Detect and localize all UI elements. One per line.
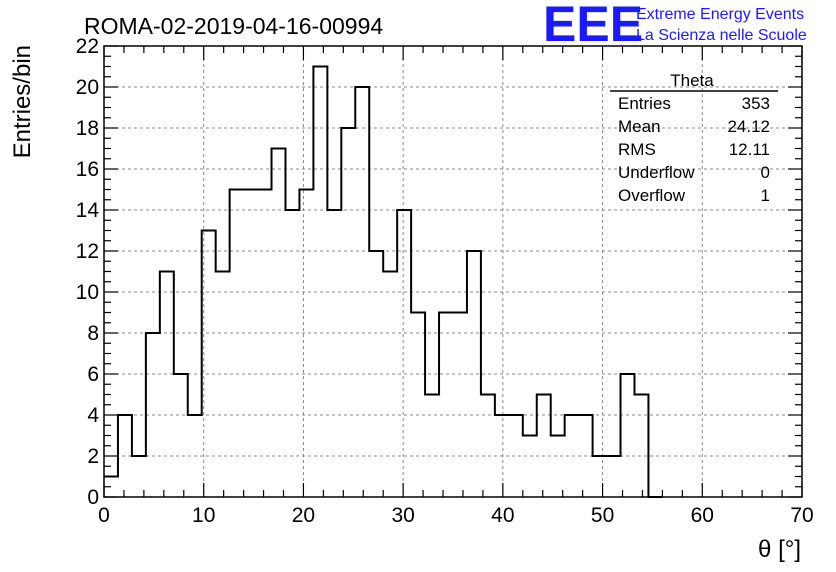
stats-label: Mean (618, 117, 661, 136)
stats-label: Underflow (618, 163, 695, 182)
histogram-outline (104, 65, 663, 498)
y-tick-label: 14 (76, 199, 100, 222)
x-tick-label: 50 (591, 504, 614, 527)
eee-logo-line1: Extreme Energy Events (636, 6, 804, 23)
y-tick-label: 0 (87, 486, 99, 509)
eee-logo-line2: La Scienza nelle Scuole (636, 27, 807, 44)
stats-box: Theta Entries 353 Mean 24.12 RMS 12.11 Underfl… (610, 71, 778, 205)
y-tick-label: 16 (76, 158, 99, 181)
y-tick-label: 10 (76, 281, 99, 304)
stats-value: 24.12 (727, 117, 770, 136)
stats-box-rows: Entries 353 Mean 24.12 RMS 12.11 Underflow 0 Ove… (618, 94, 770, 205)
x-tick-label: 0 (98, 504, 110, 527)
y-axis-label: Entries/bin (9, 45, 36, 158)
y-tick-labels: 0 2 4 6 8 10 12 14 16 18 20 22 (76, 35, 100, 509)
chart-title: ROMA-02-2019-04-16-00994 (84, 13, 383, 39)
stats-value: 12.11 (729, 140, 770, 159)
stats-label: Entries (618, 94, 671, 113)
plot-frame (103, 45, 803, 498)
y-tick-label: 4 (87, 404, 99, 427)
x-tick-labels: 0 10 20 30 40 50 60 70 (98, 504, 814, 527)
y-tick-label: 22 (76, 35, 99, 58)
x-tick-label: 30 (391, 504, 414, 527)
axis-ticks (103, 45, 803, 498)
y-tick-label: 20 (76, 76, 99, 99)
y-tick-label: 12 (76, 240, 99, 263)
stats-box-title: Theta (670, 71, 714, 90)
x-tick-label: 60 (691, 504, 714, 527)
stats-label: RMS (618, 140, 656, 159)
stats-value: 0 (761, 163, 770, 182)
eee-logo-text: EEE (543, 0, 643, 52)
y-tick-label: 2 (87, 445, 99, 468)
y-tick-label: 18 (76, 117, 99, 140)
y-tick-label: 6 (87, 363, 99, 386)
x-tick-label: 20 (292, 504, 315, 527)
stats-value: 1 (761, 186, 770, 205)
grid-lines (104, 46, 802, 497)
stats-label: Overflow (618, 186, 686, 205)
x-axis-label: θ [°] (758, 536, 801, 563)
y-tick-label: 8 (87, 322, 99, 345)
x-tick-label: 40 (491, 504, 514, 527)
stats-value: 353 (742, 94, 770, 113)
x-tick-label: 70 (790, 504, 813, 527)
eee-logo: EEE Extreme Energy Events La Scienza nel… (543, 0, 807, 52)
x-tick-label: 10 (192, 504, 215, 527)
